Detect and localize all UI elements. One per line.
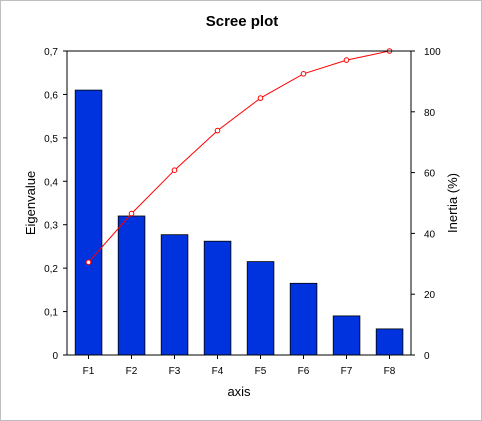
eigenvalue-bar-F7	[332, 315, 361, 356]
inertia-point-F2	[128, 210, 135, 217]
x-axis-ticks: F1 F2 F3 F4 F5 F6 F7 F8	[83, 355, 396, 377]
y2-tick-label: 40	[424, 229, 436, 240]
y-axis-title: Eigenvalue	[23, 171, 38, 235]
x-tick-label: F7	[341, 366, 353, 377]
y-tick-label: 0,7	[44, 47, 58, 58]
y-tick-label: 0	[52, 351, 58, 362]
inertia-point-F5	[257, 95, 264, 101]
bars-layer	[74, 89, 404, 356]
y2-tick-label: 20	[424, 290, 436, 301]
x-axis-title: axis	[227, 384, 251, 399]
eigenvalue-bar-F2	[117, 215, 146, 356]
y-tick-label: 0,3	[44, 221, 58, 232]
y-axis-ticks: 0 0,1 0,2 0,3 0,4 0,5 0,6 0,7	[44, 47, 67, 362]
y-tick-label: 0,2	[44, 264, 58, 275]
plot-area	[66, 50, 412, 356]
y-tick-label: 0,6	[44, 90, 58, 101]
y-tick-label: 0,4	[44, 177, 58, 188]
chart-title: Scree plot	[206, 13, 279, 30]
inertia-point-F6	[300, 71, 307, 77]
y2-axis-ticks: 0 20 40 60 80 100	[411, 47, 441, 362]
eigenvalue-bar-F3	[160, 234, 189, 356]
y2-tick-label: 80	[424, 108, 436, 119]
x-tick-label: F2	[126, 366, 138, 377]
y2-tick-label: 0	[424, 351, 430, 362]
y2-tick-label: 100	[424, 47, 441, 58]
y-tick-label: 0,5	[44, 134, 58, 145]
inertia-point-F4	[214, 127, 221, 134]
eigenvalue-bar-F1	[74, 89, 103, 356]
inertia-point-F7	[343, 57, 350, 63]
y2-axis-title: Inertia (%)	[445, 173, 460, 233]
eigenvalue-bar-F6	[289, 282, 318, 356]
x-tick-label: F6	[298, 366, 310, 377]
eigenvalue-bar-F5	[246, 261, 275, 356]
inertia-point-F1	[85, 259, 92, 266]
x-tick-label: F3	[169, 366, 181, 377]
inertia-line	[88, 50, 390, 263]
line-layer	[85, 48, 393, 266]
y2-tick-label: 60	[424, 169, 436, 180]
x-tick-label: F5	[255, 366, 267, 377]
y-tick-label: 0,1	[44, 308, 58, 319]
x-tick-label: F4	[212, 366, 224, 377]
x-tick-label: F1	[83, 366, 95, 377]
eigenvalue-bar-F8	[375, 328, 404, 356]
inertia-point-F3	[171, 167, 178, 173]
x-tick-label: F8	[384, 366, 396, 377]
eigenvalue-bar-F4	[203, 240, 232, 356]
